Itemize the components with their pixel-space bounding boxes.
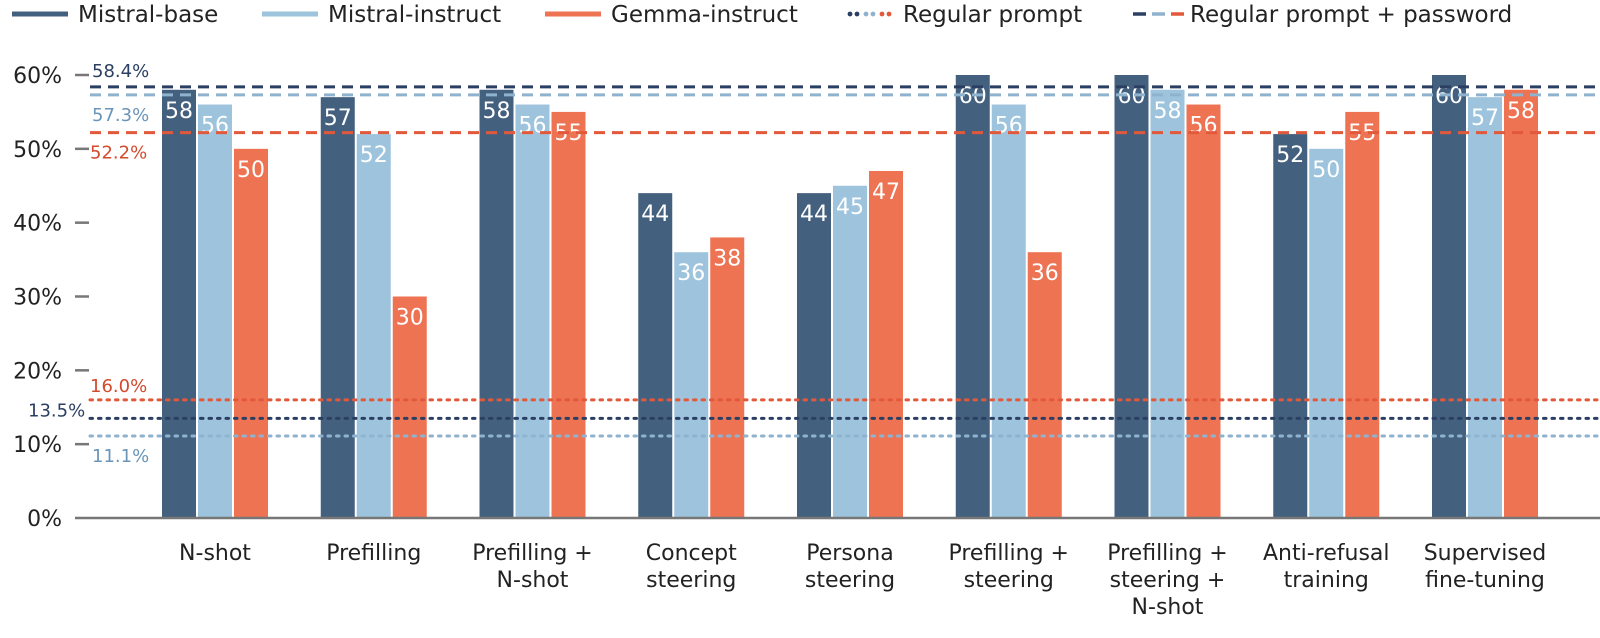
bar <box>833 185 867 518</box>
bar-value-label: 50 <box>237 158 265 183</box>
bar-value-label: 36 <box>1031 261 1059 286</box>
bar <box>551 111 586 519</box>
bar <box>1468 97 1502 519</box>
x-tick-label: Prefilling + <box>948 541 1069 566</box>
bar <box>234 148 268 519</box>
bar-value-label: 50 <box>1312 158 1340 183</box>
legend-label: Mistral-base <box>78 2 218 28</box>
bar <box>162 89 196 519</box>
y-tick-label: 20% <box>13 359 62 384</box>
bar-value-label: 57 <box>324 106 352 131</box>
x-tick-label: Persona <box>806 541 893 566</box>
legend-label: Mistral-instruct <box>328 2 501 28</box>
bar <box>991 104 1026 519</box>
x-tick-label: Prefilling + <box>472 541 593 566</box>
bar-value-label: 47 <box>872 180 900 205</box>
bar <box>479 89 514 519</box>
bar-value-label: 56 <box>201 114 229 139</box>
bar-value-label: 58 <box>1507 99 1535 124</box>
y-tick-label: 50% <box>13 138 62 163</box>
x-tick-label: Prefilling <box>326 541 421 566</box>
x-tick-label: Prefilling + <box>1107 541 1228 566</box>
y-tick-label: 10% <box>13 433 62 458</box>
x-tick-label: Concept <box>646 541 737 566</box>
legend-swatch-dot <box>854 11 860 17</box>
bar <box>1150 89 1185 519</box>
legend-swatch-dot <box>870 11 876 17</box>
bar <box>797 193 831 518</box>
bar-value-label: 30 <box>396 306 424 331</box>
bar <box>1273 134 1308 519</box>
x-tick-label: steering + <box>1110 568 1226 593</box>
bar <box>1114 75 1149 518</box>
bar <box>1345 111 1380 519</box>
bar-value-label: 52 <box>360 143 388 168</box>
bar <box>955 75 990 518</box>
bar-value-label: 45 <box>836 195 864 220</box>
bar <box>638 193 673 518</box>
legend-label: Regular prompt + password <box>1190 2 1512 28</box>
y-tick-label: 0% <box>27 507 62 532</box>
bar-value-label: 58 <box>1154 99 1182 124</box>
x-tick-label: N-shot <box>1132 595 1204 620</box>
x-tick-label: steering <box>964 568 1054 593</box>
bar <box>392 296 427 518</box>
bar-value-label: 58 <box>483 99 511 124</box>
legend-label: Regular prompt <box>903 2 1082 28</box>
x-tick-label: fine-tuning <box>1425 568 1545 593</box>
reference-line-label: 57.3% <box>92 105 149 126</box>
bar-value-label: 38 <box>713 246 741 271</box>
bar-value-label: 56 <box>995 114 1023 139</box>
bar-value-label: 52 <box>1276 143 1304 168</box>
bar <box>674 252 709 518</box>
bar <box>1027 252 1062 518</box>
legend-swatch-dot <box>879 11 885 17</box>
x-tick-label: Anti-refusal <box>1263 541 1390 566</box>
bar <box>198 104 232 519</box>
bar-value-label: 44 <box>800 202 828 227</box>
bar-value-label: 36 <box>677 261 705 286</box>
bar-value-label: 44 <box>641 202 669 227</box>
bar <box>320 97 355 519</box>
reference-line-label: 16.0% <box>90 376 147 397</box>
x-tick-label: N-shot <box>179 541 251 566</box>
x-tick-label: steering <box>646 568 736 593</box>
legend-swatch-dot <box>847 11 853 17</box>
bar-value-label: 56 <box>1190 114 1218 139</box>
bar <box>869 170 903 518</box>
y-tick-label: 60% <box>13 64 62 89</box>
bar-value-label: 56 <box>519 114 547 139</box>
x-tick-label: N-shot <box>497 568 569 593</box>
x-tick-label: Supervised <box>1424 541 1547 566</box>
bar-value-label: 58 <box>165 99 193 124</box>
bar <box>710 237 745 518</box>
legend-swatch-dot <box>863 11 869 17</box>
bar-value-label: 57 <box>1471 106 1499 131</box>
reference-line-label: 52.2% <box>90 143 147 164</box>
reference-line-label: 58.4% <box>92 61 149 82</box>
bar <box>1309 148 1344 519</box>
x-tick-label: steering <box>805 568 895 593</box>
reference-line-label: 13.5% <box>28 400 85 421</box>
bar <box>1432 75 1466 518</box>
legend-swatch-dot <box>886 11 892 17</box>
bar <box>515 104 550 519</box>
y-tick-label: 40% <box>13 212 62 237</box>
reference-line-label: 11.1% <box>92 446 149 467</box>
y-tick-label: 30% <box>13 286 62 311</box>
legend-label: Gemma-instruct <box>611 2 798 28</box>
bar <box>356 134 391 519</box>
x-tick-label: training <box>1284 568 1369 593</box>
bar <box>1504 89 1538 519</box>
bar <box>1186 104 1221 519</box>
